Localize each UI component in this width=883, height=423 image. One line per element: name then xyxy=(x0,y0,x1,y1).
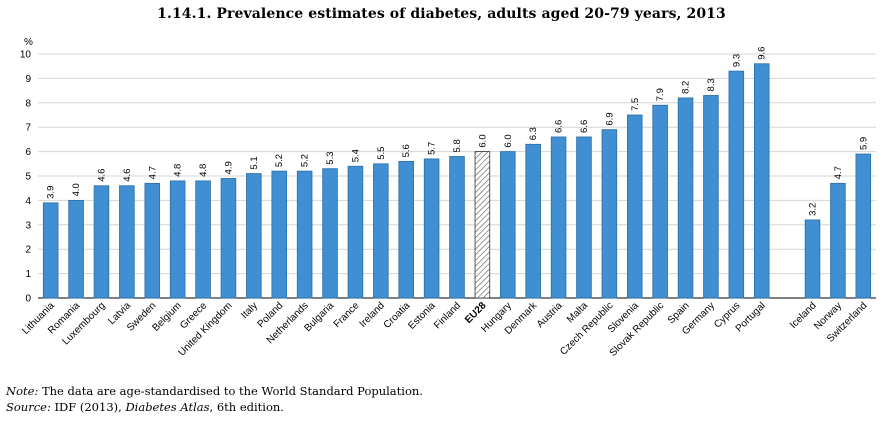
bar-czech-republic xyxy=(601,129,618,299)
bar-italy xyxy=(246,173,262,299)
bar-germany xyxy=(703,95,719,299)
y-axis-unit: % xyxy=(24,37,33,48)
value-label: 5.9 xyxy=(858,137,869,150)
value-label: 5.5 xyxy=(376,147,387,160)
value-label: 8.2 xyxy=(681,81,692,94)
value-labels: 3.9 4.0 4.6 4.6 4.7 4.8 4.8 4.9 5.1 5.2 5.2 5.3 5.4 5… xyxy=(46,47,870,216)
bars xyxy=(42,63,872,299)
value-label: 8.3 xyxy=(706,78,717,91)
value-label: 6.9 xyxy=(604,112,615,125)
bar-slovenia xyxy=(626,114,643,299)
value-label: 4.8 xyxy=(173,164,184,177)
bar-sweden xyxy=(144,182,161,299)
category-label: Italy xyxy=(239,300,260,321)
value-label: 7.9 xyxy=(655,88,666,101)
source-prefix: IDF (2013), xyxy=(54,400,122,414)
value-label: 6.0 xyxy=(503,134,514,147)
category-label: France xyxy=(332,300,362,330)
chart-title: 1.14.1. Prevalence estimates of diabetes… xyxy=(157,6,726,22)
bar-netherlands xyxy=(296,170,313,299)
value-label: 4.0 xyxy=(71,183,82,196)
source-label: Source: xyxy=(6,400,51,414)
value-label: 9.6 xyxy=(757,47,768,60)
y-tick-label: 0 xyxy=(25,294,31,305)
bar-austria xyxy=(550,136,567,299)
value-label: 4.8 xyxy=(198,164,209,177)
value-label: 5.6 xyxy=(401,144,412,157)
bar-eu28 xyxy=(474,151,491,299)
value-label: 7.5 xyxy=(630,98,641,111)
category-label: Ireland xyxy=(358,300,387,329)
category-label: Austria xyxy=(535,300,565,330)
bar-latvia xyxy=(119,185,135,299)
source-title: Diabetes Atlas xyxy=(125,400,210,414)
bar-malta xyxy=(576,136,592,299)
value-label: 6.0 xyxy=(477,134,488,147)
bar-france xyxy=(347,165,364,299)
y-axis: 0 1 2 3 4 5 6 7 8 9 10 xyxy=(20,50,32,305)
bar-poland xyxy=(271,170,288,299)
category-label: Estonia xyxy=(406,300,438,332)
value-label: 5.2 xyxy=(300,154,311,167)
value-label: 5.4 xyxy=(350,149,361,162)
bar-croatia xyxy=(398,160,414,299)
value-label: 4.6 xyxy=(96,169,107,182)
bar-lithuania xyxy=(42,202,59,299)
y-tick-label: 10 xyxy=(20,50,32,61)
value-label: 9.3 xyxy=(731,54,742,67)
source-suffix: , 6th edition. xyxy=(209,400,284,414)
value-label: 5.3 xyxy=(325,151,336,164)
y-tick-label: 5 xyxy=(25,172,31,183)
note-text: The data are age-standardised to the Wor… xyxy=(41,384,423,398)
bar-finland xyxy=(449,156,465,299)
bar-hungary xyxy=(500,151,516,299)
note-label: Note: xyxy=(6,384,39,398)
bar-romania xyxy=(68,199,84,299)
bar-iceland xyxy=(804,219,821,299)
y-tick-label: 6 xyxy=(25,147,31,158)
bar-ireland xyxy=(373,163,389,299)
value-label: 5.8 xyxy=(452,139,463,152)
value-label: 6.3 xyxy=(528,127,539,140)
value-label: 5.2 xyxy=(274,154,285,167)
value-label: 4.9 xyxy=(223,161,234,174)
category-label: Finland xyxy=(432,300,463,331)
value-label: 6.6 xyxy=(579,120,590,133)
bar-denmark xyxy=(525,143,541,299)
value-label: 4.7 xyxy=(833,166,844,179)
category-labels: LithuaniaRomaniaLuxembourgLatviaSwedenBe… xyxy=(20,300,869,359)
bar-luxembourg xyxy=(93,185,110,299)
value-label: 5.1 xyxy=(249,156,260,169)
bar-bulgaria xyxy=(322,168,338,299)
bar-cyprus xyxy=(728,70,745,299)
y-tick-label: 3 xyxy=(25,220,31,231)
source-line: Source: IDF (2013), Diabetes Atlas, 6th … xyxy=(6,400,284,414)
bar-estonia xyxy=(423,158,440,299)
value-label: 5.7 xyxy=(427,142,438,155)
bar-belgium xyxy=(169,180,186,299)
bar-spain xyxy=(677,97,694,299)
y-tick-label: 9 xyxy=(25,74,31,85)
y-tick-label: 1 xyxy=(25,269,31,280)
value-label: 3.9 xyxy=(46,186,57,199)
value-label: 6.6 xyxy=(554,120,565,133)
bar-portugal xyxy=(753,63,770,299)
value-label: 4.6 xyxy=(122,169,133,182)
value-label: 3.2 xyxy=(808,203,819,216)
bar-norway xyxy=(830,182,846,299)
y-tick-label: 4 xyxy=(25,196,31,207)
bar-switzerland xyxy=(855,153,872,299)
bar-slovak-republic xyxy=(652,104,668,299)
note-line: Note: The data are age-standardised to t… xyxy=(6,384,423,398)
y-tick-label: 8 xyxy=(25,98,31,109)
y-tick-label: 7 xyxy=(25,123,31,134)
bar-greece xyxy=(195,180,211,299)
bar-united-kingdom xyxy=(220,178,237,299)
value-label: 4.7 xyxy=(147,166,158,179)
y-tick-label: 2 xyxy=(25,245,31,256)
